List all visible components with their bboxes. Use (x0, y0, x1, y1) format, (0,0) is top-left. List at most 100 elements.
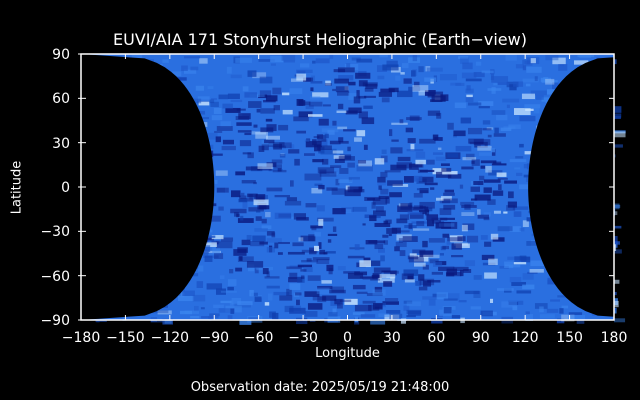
map-texture (270, 55, 284, 63)
map-texture (439, 74, 457, 81)
map-texture (234, 212, 239, 217)
map-texture (319, 171, 337, 177)
map-texture (192, 294, 206, 302)
map-texture (332, 88, 336, 92)
map-texture (465, 153, 475, 160)
map-texture (331, 286, 345, 293)
map-texture (307, 275, 321, 281)
map-texture (524, 104, 541, 109)
map-texture (248, 317, 261, 320)
map-texture (261, 225, 272, 230)
map-texture (200, 132, 218, 140)
map-texture (407, 138, 416, 144)
map-texture (316, 258, 330, 264)
map-texture (238, 113, 251, 120)
map-texture (514, 167, 521, 170)
map-texture (425, 66, 431, 72)
map-texture (444, 293, 460, 300)
map-texture (382, 64, 399, 71)
map-texture (406, 301, 421, 307)
map-texture (347, 272, 364, 279)
map-texture (568, 314, 586, 320)
map-texture (259, 241, 268, 245)
map-texture (462, 223, 475, 231)
map-texture (266, 271, 270, 278)
map-texture (250, 241, 265, 247)
map-texture (362, 223, 366, 226)
map-texture (424, 182, 438, 186)
map-texture (425, 209, 430, 216)
map-texture (319, 249, 326, 255)
map-texture (197, 99, 215, 104)
map-texture (522, 65, 527, 71)
map-texture (443, 204, 456, 210)
map-texture (380, 255, 385, 262)
map-texture (242, 86, 249, 92)
map-texture (441, 221, 458, 229)
map-texture (261, 143, 269, 151)
map-texture (286, 288, 292, 296)
map-texture (267, 293, 273, 301)
map-texture (370, 319, 386, 325)
map-texture (401, 63, 409, 69)
map-texture (473, 275, 482, 280)
map-texture (480, 310, 493, 317)
map-texture (513, 81, 524, 87)
map-texture (419, 201, 435, 209)
map-texture (195, 85, 204, 91)
map-texture (332, 208, 346, 215)
map-texture (230, 190, 241, 198)
map-texture (301, 249, 318, 253)
map-texture (220, 290, 237, 293)
map-texture (381, 149, 387, 154)
map-texture (198, 101, 210, 106)
x-tick-label: −60 (243, 330, 274, 346)
map-texture (284, 60, 295, 63)
map-texture (380, 88, 395, 93)
map-texture (237, 218, 254, 223)
map-texture (460, 201, 475, 206)
map-texture (212, 247, 220, 254)
map-texture (151, 308, 169, 314)
map-texture (348, 81, 356, 86)
map-texture (415, 151, 426, 159)
map-texture (409, 164, 419, 170)
map-texture (491, 163, 507, 166)
map-texture (313, 136, 320, 139)
map-texture (485, 165, 492, 173)
map-texture (338, 137, 344, 143)
map-texture (519, 184, 531, 190)
map-texture (246, 234, 252, 241)
map-texture (372, 198, 388, 205)
map-texture (386, 228, 398, 234)
map-texture (497, 226, 513, 232)
map-texture (481, 254, 495, 261)
map-texture (524, 61, 533, 66)
map-texture (419, 250, 434, 257)
map-texture (252, 235, 266, 242)
map-texture (230, 74, 242, 79)
map-texture (269, 311, 276, 318)
map-texture (354, 137, 362, 142)
map-texture (453, 266, 469, 272)
map-texture (278, 241, 290, 245)
map-texture (429, 259, 439, 264)
map-texture (443, 306, 452, 314)
map-texture (492, 190, 504, 196)
map-texture (434, 137, 443, 141)
map-texture (231, 297, 242, 305)
map-texture (398, 238, 403, 243)
map-texture (219, 275, 225, 280)
map-texture (368, 240, 386, 244)
map-texture (512, 306, 518, 311)
map-texture (336, 91, 350, 96)
map-texture (539, 314, 555, 319)
map-texture (487, 134, 492, 138)
map-texture (286, 197, 298, 202)
map-texture (403, 305, 410, 311)
map-texture (279, 154, 286, 158)
map-texture (432, 152, 444, 155)
map-texture (455, 82, 465, 86)
map-texture (534, 76, 538, 82)
map-texture (235, 171, 246, 176)
